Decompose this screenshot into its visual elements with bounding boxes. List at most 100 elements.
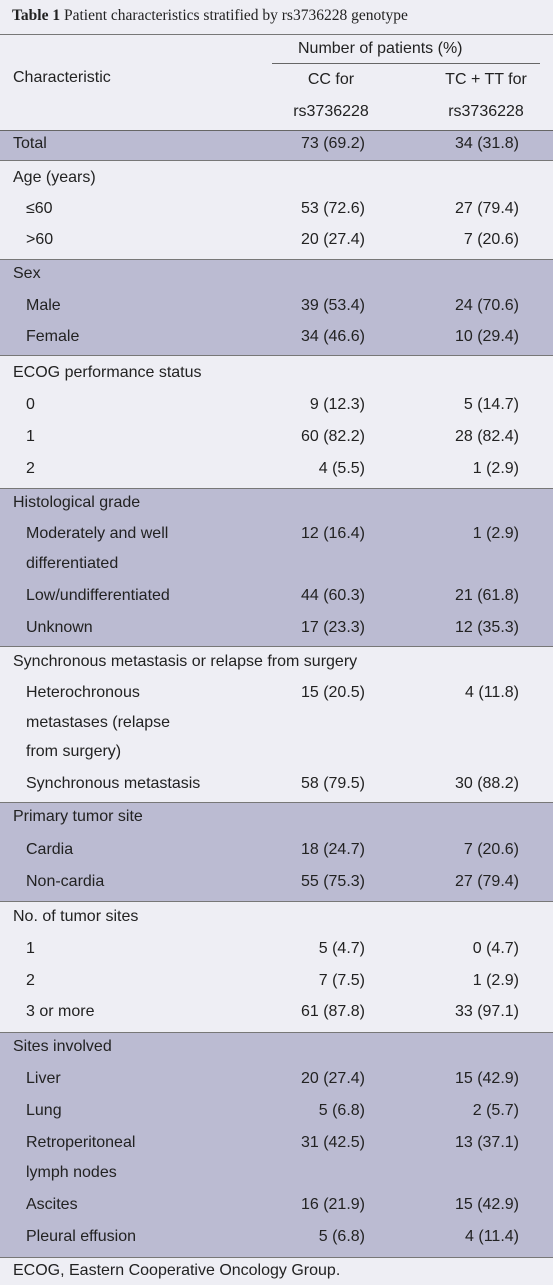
row-label: ≤60 <box>26 200 53 217</box>
cc-value: 16 (21.9) <box>300 1196 365 1213</box>
tc-value: 15 (42.9) <box>454 1196 519 1213</box>
section-total: Total 73 (69.2) 34 (31.8) <box>0 131 553 160</box>
tc-value: 7 (20.6) <box>463 231 519 248</box>
tc-value: 33 (97.1) <box>454 1003 519 1020</box>
tc-value: 24 (70.6) <box>454 297 519 314</box>
row-label: Total <box>13 135 47 152</box>
row-label: No. of tumor sites <box>13 908 139 925</box>
characteristic-header: Characteristic <box>13 69 111 86</box>
cc-value: 5 (4.7) <box>318 940 365 957</box>
cc-value: 31 (42.5) <box>300 1134 365 1151</box>
tc-value: 12 (35.3) <box>454 619 519 636</box>
cc-value: 60 (82.2) <box>300 428 365 445</box>
tc-value: 7 (20.6) <box>463 841 519 858</box>
cc-value: 20 (27.4) <box>300 231 365 248</box>
table-number: Table 1 <box>12 7 61 24</box>
row-label: 2 <box>26 972 35 989</box>
table-footnote: ECOG, Eastern Cooperative Oncology Group… <box>0 1257 553 1285</box>
tc-header-line2: rs3736228 <box>448 103 524 120</box>
cc-value: 18 (24.7) <box>300 841 365 858</box>
tc-value: 13 (37.1) <box>454 1134 519 1151</box>
section-primary-tumor-site: Primary tumor site Cardia 18 (24.7) 7 (2… <box>0 802 553 902</box>
row-label: 1 <box>26 940 35 957</box>
table-caption: Patient characteristics stratified by rs… <box>63 7 408 24</box>
tc-value: 21 (61.8) <box>454 587 519 604</box>
row-label: Male <box>26 297 61 314</box>
row-label: Retroperitoneal <box>26 1134 136 1151</box>
cc-header-line2: rs3736228 <box>293 103 369 120</box>
row-label: Sex <box>13 265 41 282</box>
tc-value: 34 (31.8) <box>454 135 519 152</box>
row-label: Low/undifferentiated <box>26 587 170 604</box>
section-ecog: ECOG performance status 0 9 (12.3) 5 (14… <box>0 355 553 489</box>
tc-value: 27 (79.4) <box>454 200 519 217</box>
row-label: Lung <box>26 1102 62 1119</box>
cc-value: 17 (23.3) <box>300 619 365 636</box>
tc-value: 4 (11.4) <box>465 1228 519 1245</box>
row-label: 2 <box>26 460 35 477</box>
cc-value: 12 (16.4) <box>300 525 365 542</box>
row-label: Ascites <box>26 1196 78 1213</box>
table-header: Characteristic Number of patients (%) CC… <box>0 35 553 131</box>
tc-value: 28 (82.4) <box>454 428 519 445</box>
row-label: ECOG performance status <box>13 364 202 381</box>
cc-value: 7 (7.5) <box>318 972 365 989</box>
row-label: Histological grade <box>13 494 141 511</box>
tc-value: 1 (2.9) <box>472 972 519 989</box>
row-label: Synchronous metastasis <box>26 775 201 792</box>
cc-value: 55 (75.3) <box>300 873 365 890</box>
row-label: differentiated <box>26 555 119 572</box>
tc-value: 10 (29.4) <box>454 328 519 345</box>
row-label: lymph nodes <box>26 1164 117 1181</box>
row-label: Primary tumor site <box>13 808 143 825</box>
row-label: Non-cardia <box>26 873 105 890</box>
section-sites-involved: Sites involved Liver 20 (27.4) 15 (42.9)… <box>0 1032 553 1258</box>
row-label: Sites involved <box>13 1038 112 1055</box>
row-label: Pleural effusion <box>26 1228 136 1245</box>
row-label: Synchronous metastasis or relapse from s… <box>13 653 358 670</box>
tc-value: 0 (4.7) <box>472 940 519 957</box>
tc-value: 30 (88.2) <box>454 775 519 792</box>
row-label: 0 <box>26 396 35 413</box>
row-label: Unknown <box>26 619 93 636</box>
row-label: 3 or more <box>26 1003 95 1020</box>
tc-value: 5 (14.7) <box>463 396 519 413</box>
cc-value: 53 (72.6) <box>300 200 365 217</box>
tc-header-line1: TC + TT for <box>445 71 527 88</box>
row-label: Cardia <box>26 841 74 858</box>
cc-value: 34 (46.6) <box>300 328 365 345</box>
header-rule <box>272 63 540 64</box>
section-histological-grade: Histological grade Moderately and well 1… <box>0 488 553 647</box>
tc-value: 2 (5.7) <box>472 1102 519 1119</box>
cc-value: 58 (79.5) <box>300 775 365 792</box>
row-label: Moderately and well <box>26 525 169 542</box>
row-label: Liver <box>26 1070 61 1087</box>
cc-value: 44 (60.3) <box>300 587 365 604</box>
cc-value: 5 (6.8) <box>318 1102 365 1119</box>
row-label: >60 <box>26 231 54 248</box>
tc-value: 1 (2.9) <box>472 460 519 477</box>
cc-value: 9 (12.3) <box>309 396 365 413</box>
tc-value: 4 (11.8) <box>465 684 519 701</box>
tc-value: 27 (79.4) <box>454 873 519 890</box>
table-title: Table 1 Patient characteristics stratifi… <box>0 0 553 35</box>
cc-value: 61 (87.8) <box>300 1003 365 1020</box>
row-label: metastases (relapse <box>26 714 171 731</box>
number-of-patients-header: Number of patients (%) <box>298 40 463 57</box>
row-label: Age (years) <box>13 169 96 186</box>
cc-header-line1: CC for <box>307 71 355 88</box>
row-label: from surgery) <box>26 743 122 760</box>
cc-value: 20 (27.4) <box>300 1070 365 1087</box>
section-sex: Sex Male 39 (53.4) 24 (70.6) Female 34 (… <box>0 259 553 356</box>
row-label: 1 <box>26 428 35 445</box>
row-label: Heterochronous <box>26 684 140 701</box>
section-age: Age (years) ≤60 53 (72.6) 27 (79.4) >60 … <box>0 160 553 260</box>
tc-value: 15 (42.9) <box>454 1070 519 1087</box>
tc-value: 1 (2.9) <box>472 525 519 542</box>
cc-value: 4 (5.5) <box>318 460 365 477</box>
section-number-of-tumor-sites: No. of tumor sites 1 5 (4.7) 0 (4.7) 2 7… <box>0 901 553 1033</box>
cc-value: 5 (6.8) <box>318 1228 365 1245</box>
section-synchronous-metastasis: Synchronous metastasis or relapse from s… <box>0 646 553 803</box>
cc-value: 73 (69.2) <box>300 135 365 152</box>
